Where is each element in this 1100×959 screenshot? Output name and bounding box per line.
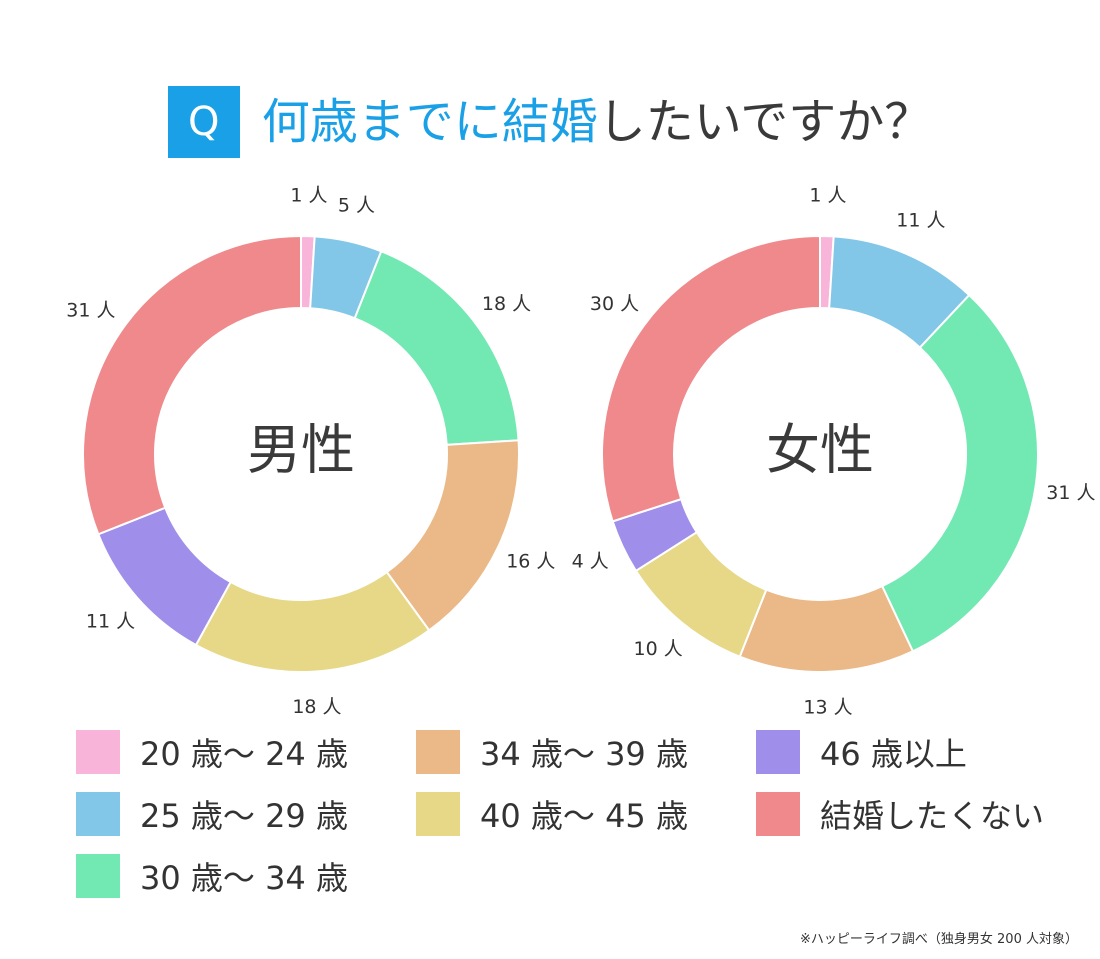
slice-data-label: 18 人: [482, 293, 531, 315]
donut-slice: [880, 293, 1039, 653]
slice-data-label: 11 人: [896, 209, 945, 231]
source-note: ※ハッピーライフ調べ（独身男女 200 人対象）: [800, 932, 1078, 947]
title-rest-text: したいですか？: [597, 94, 933, 150]
donut-slice: [82, 234, 302, 536]
legend-swatch: [756, 792, 800, 836]
legend-item: 40 歳〜 45 歳: [416, 792, 688, 836]
legend-swatch: [416, 730, 460, 774]
page-title: Q 何歳までに結婚したいですか？: [0, 86, 1100, 158]
legend-swatch: [76, 854, 120, 898]
slice-data-label: 31 人: [1046, 482, 1095, 504]
legend-swatch: [76, 792, 120, 836]
legend-item: 結婚したくない: [756, 792, 1044, 836]
title-main-text: 何歳までに結婚: [261, 94, 598, 150]
donut-slice: [601, 234, 821, 523]
legend-label: 30 歳〜 34 歳: [140, 859, 348, 897]
slice-data-label: 1 人: [290, 185, 327, 207]
slice-data-label: 5 人: [338, 195, 375, 217]
slice-data-label: 11 人: [86, 610, 135, 632]
question-badge: Q: [167, 86, 240, 158]
slice-data-label: 18 人: [292, 696, 341, 718]
legend-item: 25 歳〜 29 歳: [76, 792, 348, 836]
legend-swatch: [416, 792, 460, 836]
donut-slice: [738, 584, 915, 673]
donut-slice: [194, 570, 431, 673]
legend-label: 40 歳〜 45 歳: [480, 797, 688, 835]
legend-label: 結婚したくない: [820, 797, 1045, 835]
legend-label: 20 歳〜 24 歳: [140, 735, 348, 773]
legend-label: 25 歳〜 29 歳: [140, 797, 348, 835]
legend-swatch: [76, 730, 120, 774]
legend-item: 30 歳〜 34 歳: [76, 854, 348, 898]
donut-chart-male: 1 人 5 人 18 人 16 人 18 人 11 人 31 人男性: [66, 185, 555, 718]
legend-label: 46 歳以上: [820, 735, 967, 773]
slice-data-label: 1 人: [809, 185, 846, 207]
legend-item: 20 歳〜 24 歳: [76, 730, 348, 774]
legend-item: 34 歳〜 39 歳: [416, 730, 688, 774]
slice-data-label: 13 人: [803, 696, 852, 718]
donut-slice: [353, 250, 520, 446]
slice-data-label: 10 人: [633, 638, 682, 660]
legend-label: 34 歳〜 39 歳: [480, 735, 688, 773]
chart-center-title: 女性: [766, 419, 874, 482]
legend: 20 歳〜 24 歳 25 歳〜 29 歳 30 歳〜 34 歳 34 歳〜 3…: [76, 730, 1076, 910]
donut-chart-female: 1 人 11 人 31 人 13 人 10 人 4 人 30 人女性: [572, 185, 1096, 719]
legend-item: 46 歳以上: [756, 730, 967, 774]
chart-center-title: 男性: [247, 419, 355, 482]
legend-swatch: [756, 730, 800, 774]
slice-data-label: 30 人: [590, 293, 639, 315]
slice-data-label: 31 人: [66, 300, 115, 322]
slice-data-label: 16 人: [506, 551, 555, 573]
slice-data-label: 4 人: [572, 551, 609, 573]
